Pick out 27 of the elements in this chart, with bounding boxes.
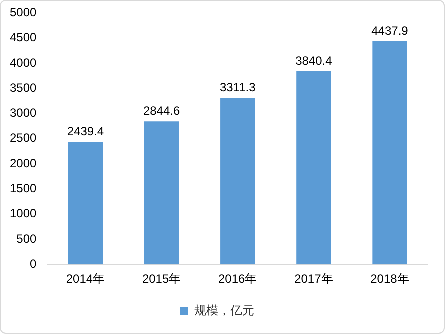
- y-tick-label: 5000: [10, 6, 38, 20]
- data-label: 2439.4: [67, 124, 104, 138]
- x-tick-label: 2018年: [370, 272, 410, 286]
- x-tick-label: 2015年: [142, 272, 182, 286]
- bar: [372, 41, 408, 265]
- legend-label: 规模，亿元: [194, 303, 254, 318]
- data-label: 3840.4: [296, 54, 333, 68]
- x-tick-label: 2016年: [218, 272, 258, 286]
- bar: [296, 72, 332, 265]
- y-tick-label: 3500: [10, 80, 38, 95]
- y-tick-label: 0: [30, 256, 38, 271]
- y-tick-label: 1500: [10, 181, 38, 196]
- bar: [220, 98, 256, 265]
- data-label: 2844.6: [143, 104, 180, 118]
- y-tick-label: 3000: [10, 106, 38, 120]
- x-tick-label: 2014年: [66, 272, 106, 286]
- y-tick-label: 1000: [10, 206, 38, 221]
- data-label: 3311.3: [220, 80, 256, 94]
- data-label: 4437.9: [372, 24, 409, 38]
- bar: [144, 122, 180, 265]
- y-tick-label: 500: [16, 232, 38, 246]
- y-tick-label: 4000: [10, 56, 38, 70]
- y-tick-label: 2500: [10, 131, 38, 146]
- y-tick-label: 4500: [10, 30, 38, 45]
- y-tick-label: 2000: [10, 156, 38, 170]
- bar: [68, 142, 104, 265]
- x-tick-label: 2017年: [294, 272, 334, 286]
